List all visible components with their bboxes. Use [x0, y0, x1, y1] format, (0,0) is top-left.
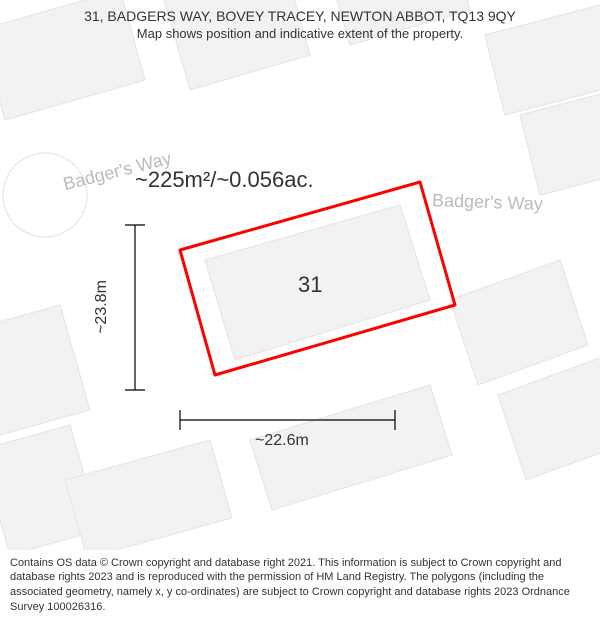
plot-number-label: 31 [298, 272, 322, 298]
area-measurement-label: ~225m²/~0.056ac. [135, 167, 314, 193]
page-title: 31, BADGERS WAY, BOVEY TRACEY, NEWTON AB… [10, 8, 590, 24]
road-name-label-right: Badger's Way [432, 190, 543, 215]
horizontal-dimension-label: ~22.6m [255, 432, 309, 450]
copyright-footer: Contains OS data © Crown copyright and d… [0, 550, 600, 625]
page-subtitle: Map shows position and indicative extent… [10, 26, 590, 41]
property-map [0, 0, 600, 625]
header: 31, BADGERS WAY, BOVEY TRACEY, NEWTON AB… [0, 0, 600, 45]
vertical-dimension-label: ~23.8m [93, 280, 111, 334]
